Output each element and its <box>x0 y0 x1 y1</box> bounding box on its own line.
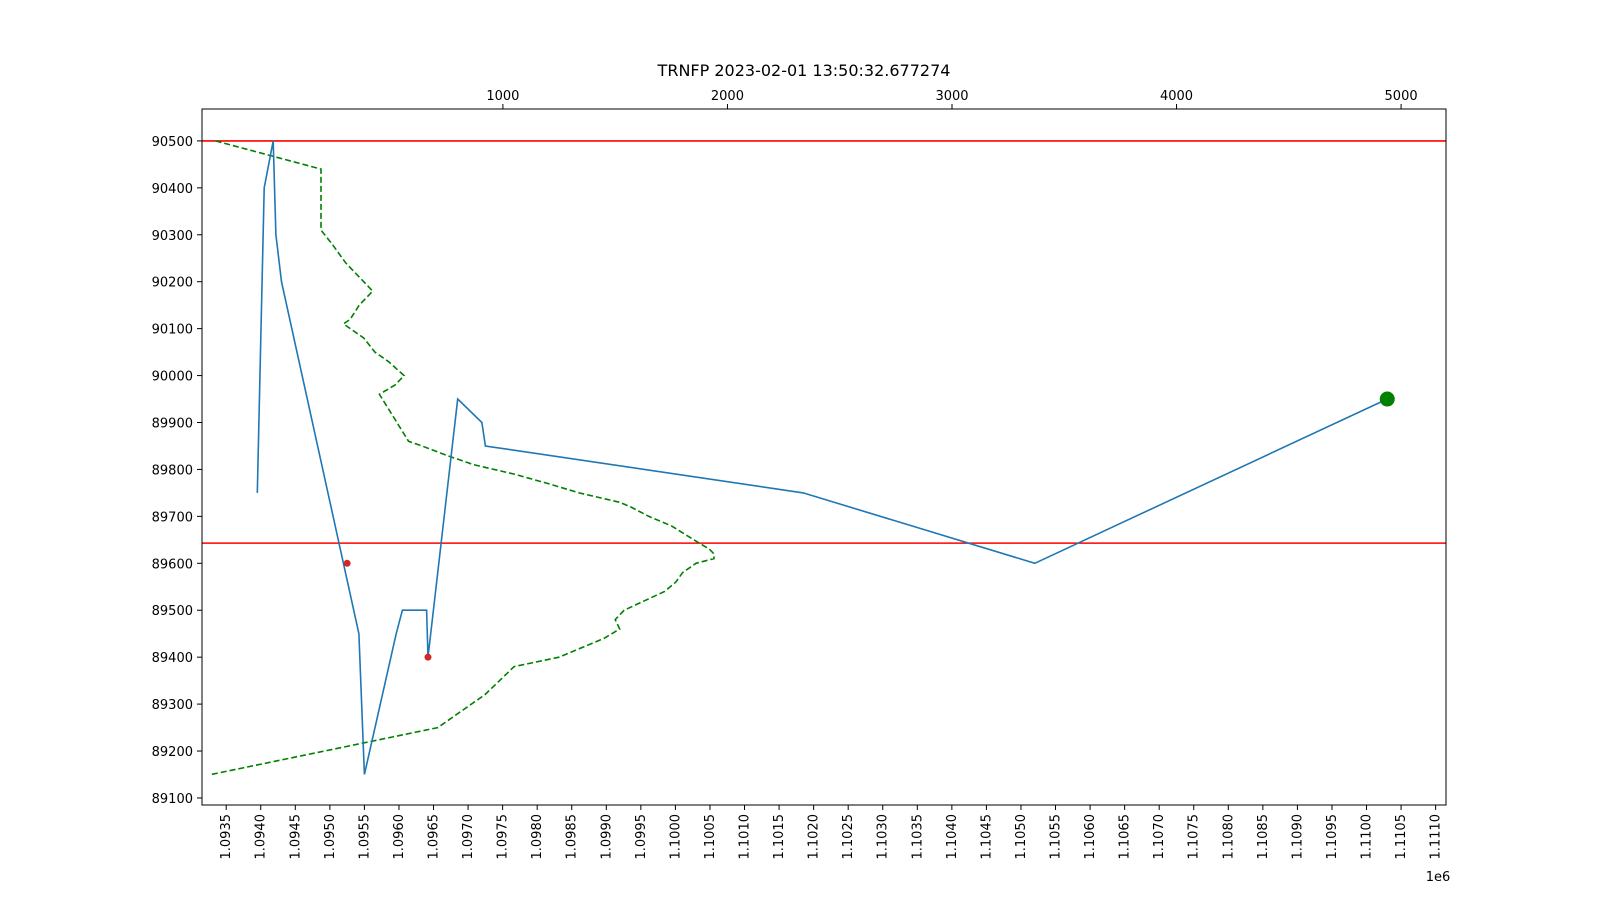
bottom-tick-label: 1.1000 <box>668 814 683 860</box>
bottom-tick-label: 1.0950 <box>323 814 338 860</box>
bottom-tick-label: 1.0995 <box>634 814 649 860</box>
bottom-tick-label: 1.1080 <box>1221 814 1236 860</box>
bottom-tick-label: 1.1100 <box>1360 814 1375 860</box>
chart-title: TRNFP 2023-02-01 13:50:32.677274 <box>657 61 951 80</box>
top-tick-label: 5000 <box>1385 89 1418 104</box>
bottom-tick-label: 1.1060 <box>1083 814 1098 860</box>
y-tick-label: 90400 <box>152 182 193 197</box>
y-tick-label: 90300 <box>152 229 193 244</box>
y-tick-label: 89600 <box>152 557 193 572</box>
y-tick-label: 89800 <box>152 463 193 478</box>
bottom-tick-label: 1.0940 <box>254 814 269 860</box>
y-tick-label: 89900 <box>152 417 193 432</box>
bottom-tick-label: 1.0980 <box>530 814 545 860</box>
bottom-tick-label: 1.0990 <box>599 814 614 860</box>
y-tick-label: 89400 <box>152 651 193 666</box>
bottom-tick-label: 1.1075 <box>1187 814 1202 860</box>
bottom-x-axis: 1.0935 1.0940 1.0945 1.0950 1.0955 1.0960 1.09… <box>219 805 1444 860</box>
y-tick-label: 89100 <box>152 792 193 807</box>
bottom-tick-label: 1.1065 <box>1118 814 1133 860</box>
y-tick-label: 89300 <box>152 698 193 713</box>
bottom-tick-label: 1.0985 <box>565 814 580 860</box>
bottom-tick-label: 1.1025 <box>841 814 856 860</box>
bottom-tick-label: 1.1020 <box>807 814 822 860</box>
bottom-tick-label: 1.0970 <box>461 814 476 860</box>
y-axis: 89100 89200 89300 89400 89500 89600 89700 89800… <box>152 135 202 807</box>
bottom-tick-label: 1.1095 <box>1325 814 1340 860</box>
top-tick-label: 2000 <box>711 89 744 104</box>
plot-frame <box>201 108 1447 806</box>
bottom-tick-label: 1.1085 <box>1256 814 1271 860</box>
bottom-tick-label: 1.0955 <box>357 814 372 860</box>
bottom-tick-label: 1.1035 <box>910 814 925 860</box>
marker-point-0 <box>343 559 351 567</box>
volume-profile-line <box>210 140 715 776</box>
y-tick-label: 89500 <box>152 604 193 619</box>
top-tick-label: 3000 <box>935 89 968 104</box>
bottom-tick-label: 1.1070 <box>1152 814 1167 860</box>
bottom-tick-label: 1.1040 <box>945 814 960 860</box>
bottom-tick-label: 1.1010 <box>738 814 753 860</box>
y-tick-label: 90500 <box>152 135 193 150</box>
bottom-tick-label: 1.1055 <box>1049 814 1064 860</box>
bottom-tick-label: 1.0945 <box>288 814 303 860</box>
marker-point-1 <box>424 653 432 661</box>
bottom-tick-label: 1.1015 <box>772 814 787 860</box>
bottom-tick-label: 1.0960 <box>392 814 407 860</box>
bottom-tick-label: 1.1110 <box>1429 814 1444 860</box>
y-tick-label: 90200 <box>152 276 193 291</box>
bottom-tick-label: 1.1090 <box>1290 814 1305 860</box>
y-tick-label: 90000 <box>152 370 193 385</box>
bottom-tick-label: 1.0935 <box>219 814 234 860</box>
bottom-tick-label: 1.1030 <box>876 814 891 860</box>
bottom-tick-label: 1.0975 <box>496 814 511 860</box>
price-line <box>256 140 1388 775</box>
bottom-tick-label: 1.1045 <box>979 814 994 860</box>
plot-area <box>202 140 1446 776</box>
top-x-axis: 1000 2000 3000 4000 5000 <box>486 89 1418 109</box>
top-tick-label: 1000 <box>486 89 519 104</box>
y-tick-label: 89200 <box>152 745 193 760</box>
x-axis-offset-label: 1e6 <box>1426 870 1451 885</box>
y-tick-label: 90100 <box>152 323 193 338</box>
y-tick-label: 89700 <box>152 510 193 525</box>
top-tick-label: 4000 <box>1160 89 1193 104</box>
bottom-tick-label: 1.1105 <box>1394 814 1409 860</box>
bottom-tick-label: 1.1050 <box>1014 814 1029 860</box>
bottom-tick-label: 1.1005 <box>703 814 718 860</box>
bottom-tick-label: 1.0965 <box>427 814 442 860</box>
marker-point-2 <box>1379 391 1395 407</box>
